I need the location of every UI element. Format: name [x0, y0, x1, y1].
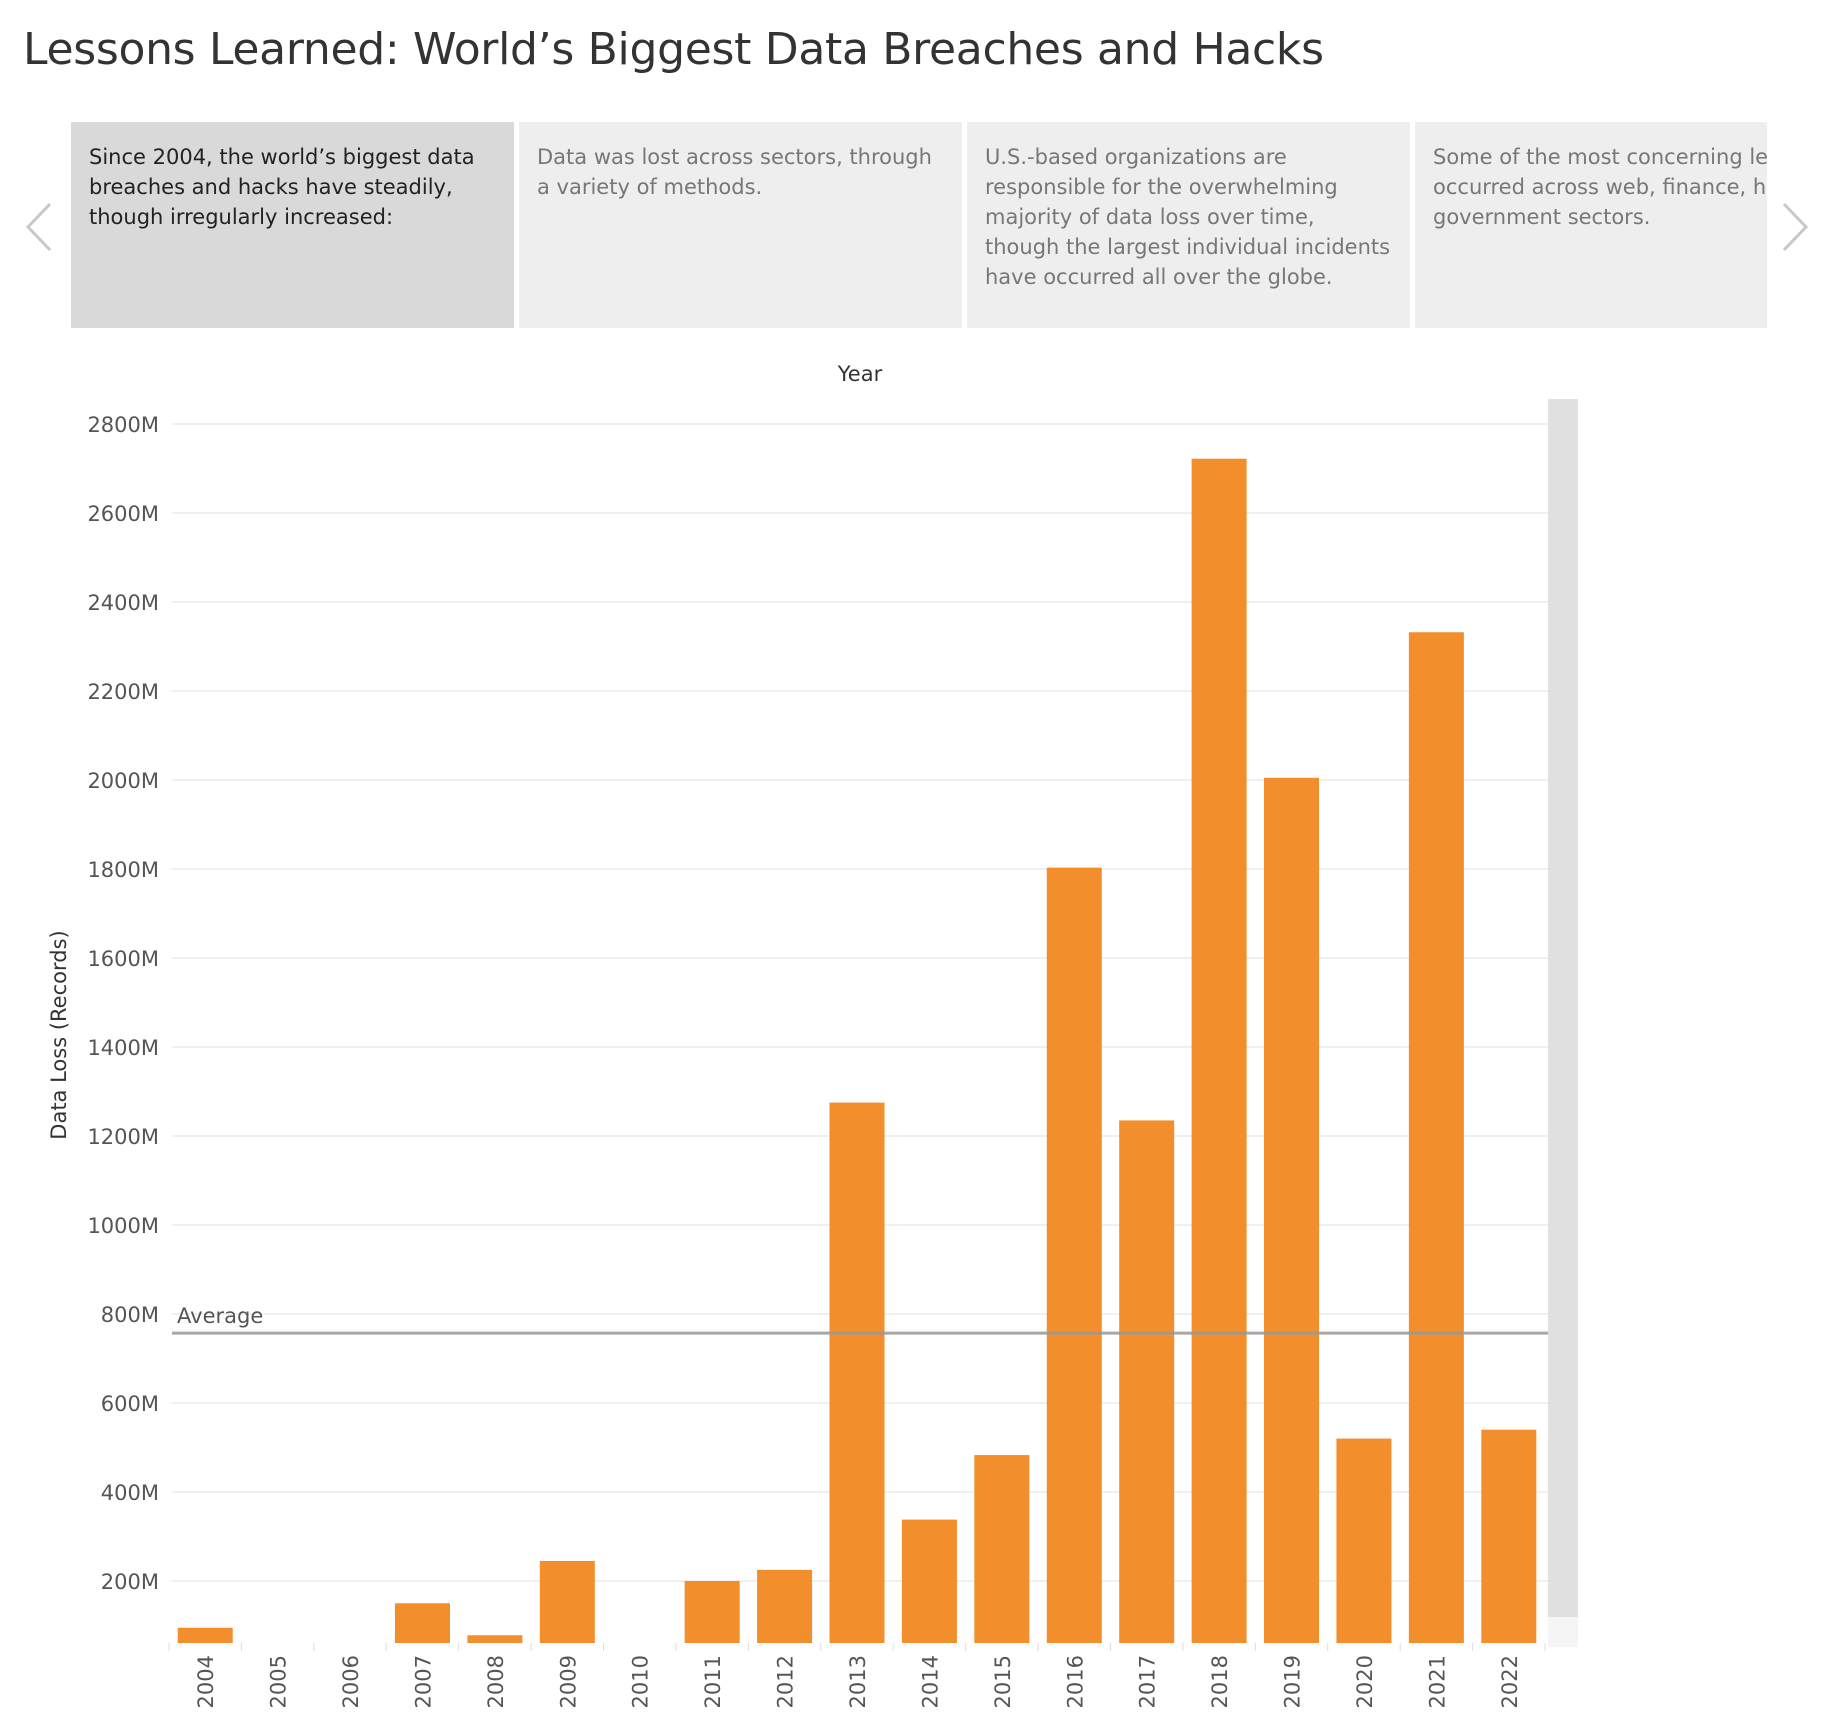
- story-point-text: U.S.-based organizations are responsible…: [985, 145, 1391, 289]
- x-axis-ticks: 2004 2005 2006 2007 2008 2009 2010 2011 2012 2013…: [168, 1643, 1546, 1708]
- bar-2021[interactable]: [1408, 632, 1464, 1643]
- story-point-3[interactable]: U.S.-based organizations are responsible…: [967, 122, 1410, 328]
- story-navigator: Since 2004, the world’s biggest data bre…: [0, 122, 1828, 328]
- x-tick-label: 2007: [411, 1655, 435, 1708]
- bar-2018[interactable]: [1191, 458, 1247, 1644]
- bar-2022[interactable]: [1481, 1429, 1537, 1643]
- story-points: Since 2004, the world’s biggest data bre…: [71, 122, 1767, 328]
- y-tick-label: 600M: [101, 1392, 159, 1416]
- bar-2012[interactable]: [757, 1569, 813, 1643]
- chevron-right-icon: [1782, 202, 1809, 252]
- x-tick-label: 2015: [991, 1655, 1015, 1708]
- y-axis-ticks: 200M 400M 600M 800M 1000M 1200M 1400M 1600M 1800…: [87, 413, 159, 1594]
- x-tick-label: 2006: [339, 1655, 363, 1708]
- y-tick-label: 2400M: [87, 591, 159, 615]
- y-tick-label: 2800M: [87, 413, 159, 437]
- x-tick-label: 2011: [701, 1655, 725, 1708]
- x-axis-title: Year: [837, 362, 883, 386]
- bar-2019[interactable]: [1264, 777, 1320, 1643]
- y-tick-label: 1000M: [87, 1214, 159, 1238]
- bar-2007[interactable]: [394, 1603, 450, 1643]
- chart-area: Year Data Loss (Records) 200M 400M 600M 800…: [0, 355, 1828, 1717]
- x-tick-label: 2005: [267, 1655, 291, 1708]
- x-tick-label: 2021: [1425, 1655, 1449, 1708]
- y-tick-label: 1800M: [87, 858, 159, 882]
- x-tick-label: 2018: [1208, 1655, 1232, 1708]
- x-tick-label: 2010: [629, 1655, 653, 1708]
- bar-2004[interactable]: [177, 1627, 233, 1643]
- scrollbar-end: [1548, 1617, 1578, 1647]
- bars: [177, 458, 1537, 1644]
- data-loss-bar-chart: Year Data Loss (Records) 200M 400M 600M 800…: [47, 362, 1578, 1708]
- story-point-text: Since 2004, the world’s biggest data bre…: [89, 145, 475, 229]
- x-tick-label: 2022: [1498, 1655, 1522, 1708]
- x-tick-label: 2013: [846, 1655, 870, 1708]
- bar-2016[interactable]: [1046, 867, 1102, 1643]
- y-tick-label: 200M: [101, 1570, 159, 1594]
- y-tick-label: 2600M: [87, 502, 159, 526]
- x-tick-label: 2017: [1136, 1655, 1160, 1708]
- story-point-4[interactable]: Some of the most concerning leaks to dat…: [1415, 122, 1767, 328]
- bar-2020[interactable]: [1336, 1438, 1392, 1643]
- story-point-2[interactable]: Data was lost across sectors, through a …: [519, 122, 962, 328]
- x-tick-label: 2016: [1063, 1655, 1087, 1708]
- x-tick-label: 2009: [556, 1655, 580, 1708]
- next-story-button[interactable]: [1770, 192, 1820, 262]
- average-label: Average: [177, 1304, 263, 1328]
- page-title: Lessons Learned: World’s Biggest Data Br…: [23, 24, 1324, 75]
- y-tick-label: 2200M: [87, 680, 159, 704]
- y-tick-label: 1400M: [87, 1036, 159, 1060]
- x-tick-label: 2014: [918, 1655, 942, 1708]
- scrollbar-track[interactable]: [1548, 399, 1578, 1647]
- average-reference-line: Average: [172, 1304, 1548, 1335]
- story-point-text: Some of the most concerning leaks to dat…: [1433, 145, 1767, 229]
- chevron-left-icon: [25, 202, 52, 252]
- y-tick-label: 400M: [101, 1481, 159, 1505]
- x-tick-label: 2012: [774, 1655, 798, 1708]
- bar-2014[interactable]: [901, 1519, 957, 1643]
- x-tick-label: 2004: [194, 1655, 218, 1708]
- bar-2013[interactable]: [829, 1102, 885, 1643]
- bar-2017[interactable]: [1119, 1120, 1175, 1643]
- y-tick-label: 1600M: [87, 947, 159, 971]
- y-tick-label: 1200M: [87, 1125, 159, 1149]
- y-axis-title: Data Loss (Records): [47, 930, 71, 1139]
- x-tick-label: 2020: [1353, 1655, 1377, 1708]
- y-tick-label: 2000M: [87, 769, 159, 793]
- story-point-1[interactable]: Since 2004, the world’s biggest data bre…: [71, 122, 514, 328]
- previous-story-button[interactable]: [14, 192, 64, 262]
- bar-2011[interactable]: [684, 1581, 740, 1643]
- story-point-text: Data was lost across sectors, through a …: [537, 145, 932, 199]
- y-tick-label: 800M: [101, 1303, 159, 1327]
- bar-2008[interactable]: [467, 1635, 523, 1643]
- x-tick-label: 2019: [1281, 1655, 1305, 1708]
- x-tick-label: 2008: [484, 1655, 508, 1708]
- bar-2015[interactable]: [974, 1455, 1030, 1643]
- bar-2009[interactable]: [539, 1560, 595, 1643]
